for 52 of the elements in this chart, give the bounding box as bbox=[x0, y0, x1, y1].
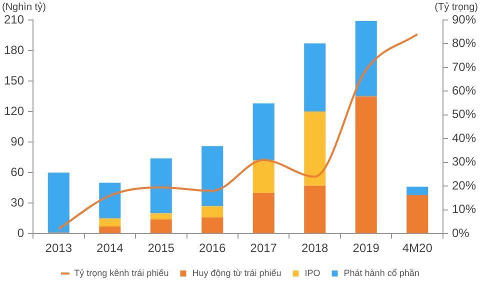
y2-tick-label: 70% bbox=[452, 60, 476, 74]
x-tick-label: 2018 bbox=[302, 241, 329, 256]
y2-tick-label: 40% bbox=[452, 130, 476, 145]
bar bbox=[150, 213, 172, 220]
y-tick-label: 180 bbox=[4, 42, 24, 57]
y2-tick-label: 0% bbox=[452, 226, 470, 240]
y2-tick-label: 20% bbox=[452, 178, 476, 192]
x-tick-label: 2013 bbox=[45, 241, 72, 256]
bar bbox=[252, 103, 274, 160]
bar bbox=[48, 172, 70, 233]
x-tick-label: 4M20 bbox=[402, 241, 433, 256]
x-tick-label: 2017 bbox=[250, 241, 278, 256]
y-tick-label: 0 bbox=[17, 226, 24, 240]
bar bbox=[355, 21, 377, 96]
bar bbox=[406, 194, 428, 234]
y2-axis-title: (Tỷ trọng) bbox=[434, 2, 478, 13]
y-tick-label: 210 bbox=[4, 12, 24, 26]
y2-tick-label: 80% bbox=[452, 36, 476, 50]
x-tick-label: 2014 bbox=[96, 241, 124, 256]
bar bbox=[252, 192, 274, 234]
legend-label: Phát hành cổ phần bbox=[344, 268, 420, 278]
bar bbox=[150, 158, 172, 214]
y-tick-label: 30 bbox=[10, 195, 24, 210]
bar bbox=[202, 206, 224, 218]
bar bbox=[304, 112, 326, 186]
y2-tick-label: 60% bbox=[452, 84, 476, 98]
bar bbox=[202, 146, 224, 206]
y-axis-title: (Nghìn tỷ) bbox=[2, 2, 46, 13]
bar bbox=[99, 218, 121, 226]
bar bbox=[202, 217, 224, 234]
y-tick-label: 120 bbox=[4, 104, 24, 118]
legend-label: IPO bbox=[304, 268, 320, 278]
y2-tick-label: 10% bbox=[452, 202, 476, 216]
y-tick-label: 90 bbox=[10, 134, 24, 148]
x-tick-label: 2016 bbox=[199, 241, 226, 256]
x-tick-label: 2015 bbox=[148, 241, 175, 256]
y2-tick-label: 90% bbox=[452, 12, 476, 26]
bar bbox=[304, 43, 326, 112]
bar bbox=[99, 182, 121, 218]
bar bbox=[406, 186, 428, 195]
legend-label: Huy động từ trái phiếu bbox=[192, 268, 282, 278]
y-tick-label: 150 bbox=[4, 73, 24, 88]
bar bbox=[252, 160, 274, 193]
line-series bbox=[58, 33, 418, 230]
y2-tick-label: 30% bbox=[452, 154, 476, 169]
y2-tick-label: 50% bbox=[452, 107, 476, 122]
x-tick-label: 2019 bbox=[352, 241, 380, 256]
bar bbox=[99, 226, 121, 234]
legend-label: Tỷ trọng kênh trái phiếu bbox=[74, 268, 169, 278]
bar bbox=[150, 219, 172, 234]
y-tick-label: 60 bbox=[10, 164, 24, 179]
bar bbox=[304, 186, 326, 234]
